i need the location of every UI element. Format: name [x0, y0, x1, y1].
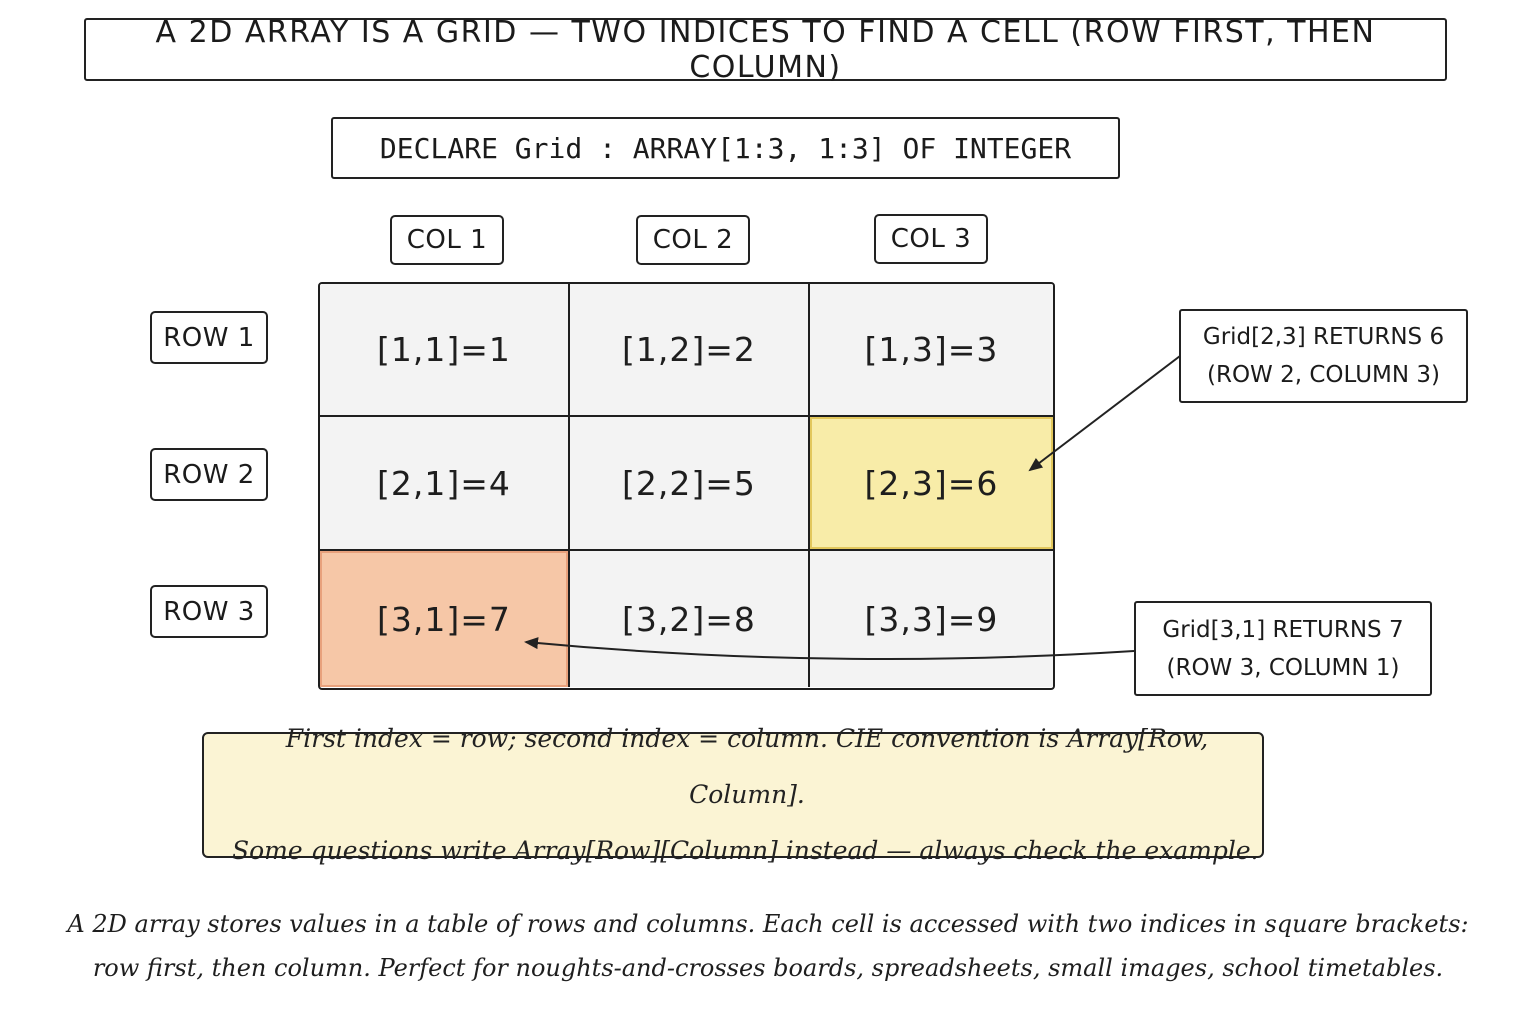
arrow-to-cell-2-3	[1028, 355, 1181, 472]
callout-grid-3-1-line1: Grid[3,1] RETURNS 7	[1162, 616, 1404, 643]
note-line-2: Some questions write Array[Row][Column] …	[232, 836, 1259, 865]
grid-cell-3-3: [3,3]=9	[810, 551, 1053, 687]
diagram-title: A 2D ARRAY IS A GRID — TWO INDICES TO FI…	[84, 15, 1447, 85]
column-header-2: COL 2	[636, 215, 750, 265]
grid-cell-3-1-highlighted: [3,1]=7	[320, 551, 570, 687]
grid-cell-1-3: [1,3]=3	[810, 284, 1053, 417]
callout-grid-3-1-line2: (ROW 3, COLUMN 1)	[1166, 654, 1400, 681]
callout-grid-2-3: Grid[2,3] RETURNS 6 (ROW 2, COLUMN 3)	[1179, 309, 1468, 403]
callout-grid-2-3-line1: Grid[2,3] RETURNS 6	[1202, 324, 1445, 350]
grid-cell-2-3-highlighted: [2,3]=6	[810, 417, 1053, 551]
row-header-1: ROW 1	[150, 311, 268, 364]
caption-line-2: row first, then column. Perfect for noug…	[92, 954, 1444, 982]
row-header-3: ROW 3	[150, 585, 268, 638]
note-line-1: First index = row; second index = column…	[285, 724, 1209, 809]
grid-cell-1-2: [1,2]=2	[570, 284, 810, 417]
caption-line-1: A 2D array stores values in a table of r…	[67, 910, 1469, 938]
grid-cell-1-1: [1,1]=1	[320, 284, 570, 417]
grid-cell-2-1: [2,1]=4	[320, 417, 570, 551]
caption: A 2D array stores values in a table of r…	[60, 902, 1476, 990]
column-header-3: COL 3	[874, 214, 988, 264]
grid-cell-2-2: [2,2]=5	[570, 417, 810, 551]
callout-grid-2-3-line2: (ROW 2, COLUMN 3)	[1207, 362, 1440, 388]
declare-statement: DECLARE Grid : ARRAY[1:3, 1:3] OF INTEGE…	[331, 117, 1120, 179]
array-grid: [1,1]=1 [1,2]=2 [1,3]=3 [2,1]=4 [2,2]=5 …	[318, 282, 1055, 690]
row-header-2: ROW 2	[150, 448, 268, 501]
callout-grid-3-1: Grid[3,1] RETURNS 7 (ROW 3, COLUMN 1)	[1134, 601, 1432, 696]
arrow-to-cell-3-1	[524, 637, 1135, 661]
grid-cell-3-2: [3,2]=8	[570, 551, 810, 687]
convention-note: First index = row; second index = column…	[202, 724, 1264, 865]
column-header-1: COL 1	[390, 215, 504, 265]
